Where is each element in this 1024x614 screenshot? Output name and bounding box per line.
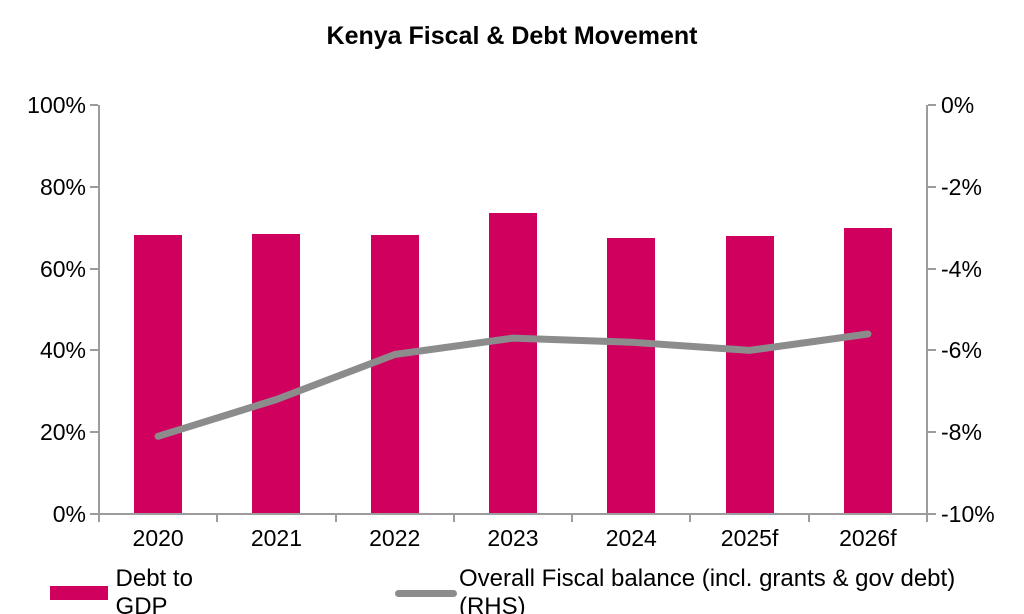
left-axis-tick <box>90 349 98 352</box>
left-axis-tick-label: 80% <box>39 173 86 200</box>
x-axis-tick <box>571 514 574 522</box>
legend-label: Debt to GDP <box>115 565 193 614</box>
line-swatch-icon <box>395 589 457 597</box>
bar-2022 <box>370 235 419 514</box>
right-axis-tick-label: -4% <box>941 255 982 282</box>
left-axis-tick-label: 20% <box>39 419 86 446</box>
x-axis-tick-label: 2020 <box>132 525 184 551</box>
left-axis-tick-label: 0% <box>52 501 86 527</box>
left-axis-tick <box>90 513 98 515</box>
legend-item-debt-to-gdp: Debt to GDP <box>50 565 250 614</box>
x-axis-tick <box>689 514 692 522</box>
bar-swatch-icon <box>50 586 108 600</box>
left-axis-line <box>98 105 100 514</box>
x-axis-tick <box>216 514 219 522</box>
legend-item-fiscal-balance: Overall Fiscal balance (incl. grants & g… <box>395 565 1024 614</box>
right-axis-line <box>926 105 928 514</box>
x-axis-tick-label: 2021 <box>250 525 302 551</box>
fiscal-balance-line-layer <box>154 330 872 440</box>
x-axis-tick <box>926 514 928 522</box>
fiscal-balance-line <box>154 330 872 440</box>
left-axis-tick <box>90 431 98 434</box>
right-axis-tick-label: 0% <box>941 92 975 118</box>
left-axis-tick <box>90 104 98 106</box>
x-axis-tick <box>452 514 455 522</box>
right-axis-tick <box>928 104 936 106</box>
x-axis-tick-label: 2022 <box>369 525 421 551</box>
bottom-axis-line <box>98 513 928 515</box>
bar-2025f <box>725 235 774 514</box>
right-axis-tick <box>928 349 936 352</box>
x-axis-tick-label: 2024 <box>605 525 657 551</box>
chart-title: Kenya Fiscal & Debt Movement <box>326 22 698 50</box>
x-axis-tick <box>334 514 337 522</box>
left-axis-tick <box>90 185 98 188</box>
left-axis-tick-label: 60% <box>39 255 86 282</box>
left-axis-tick <box>90 267 98 270</box>
left-axis-tick-label: 40% <box>39 337 86 364</box>
right-axis-tick-label: -8% <box>941 419 982 446</box>
bar-2024 <box>607 238 656 514</box>
bar-2023 <box>489 213 537 514</box>
right-axis-tick <box>928 431 936 434</box>
x-axis-tick <box>807 514 810 522</box>
legend-label: Overall Fiscal balance (incl. grants & g… <box>458 565 956 614</box>
x-axis-tick-label: 2023 <box>487 525 539 551</box>
x-axis-tick-label: 2025f <box>720 525 779 551</box>
right-axis-tick <box>928 513 936 515</box>
right-axis-tick <box>928 267 936 270</box>
right-axis-tick <box>928 185 936 188</box>
legend: Debt to GDP Overall Fiscal balance (incl.… <box>50 565 1024 614</box>
bar-2026f <box>843 227 892 514</box>
plot-area <box>99 105 927 514</box>
right-axis-tick-label: -2% <box>941 173 982 200</box>
x-axis-tick <box>98 514 100 522</box>
bar-2021 <box>252 234 301 514</box>
right-axis-tick-label: -6% <box>941 337 982 364</box>
right-axis-tick-label: -10% <box>941 501 995 527</box>
x-axis-tick-label: 2026f <box>839 525 897 551</box>
bar-2020 <box>134 235 183 514</box>
left-axis-tick-label: 100% <box>27 92 86 118</box>
